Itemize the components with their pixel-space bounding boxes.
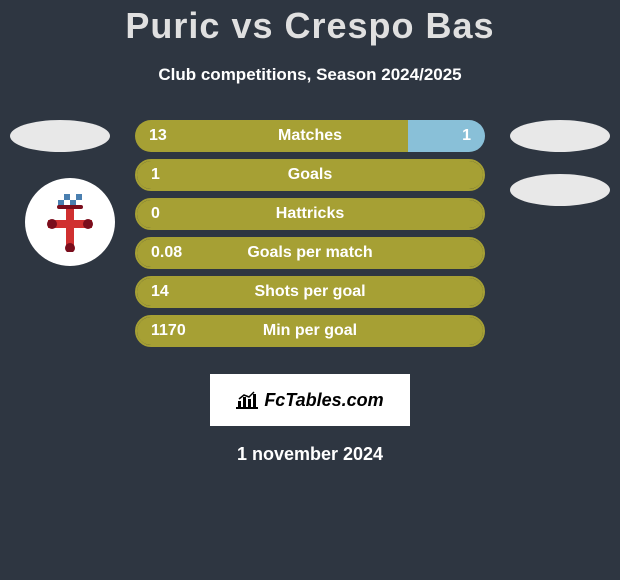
stat-row: 131 Matches — [135, 120, 485, 152]
stat-row: 0.08Goals per match — [135, 237, 485, 269]
chart-icon — [236, 391, 258, 409]
comparison-subtitle: Club competitions, Season 2024/2025 — [158, 65, 461, 85]
stat-row: 14Shots per goal — [135, 276, 485, 308]
stat-right-value: 1 — [408, 120, 485, 152]
stat-label: Hattricks — [276, 205, 344, 223]
player-left-placeholder — [10, 120, 110, 152]
stat-left-value: 13 — [135, 120, 408, 152]
stat-row: 1170Min per goal — [135, 315, 485, 347]
stat-row: 0Hattricks — [135, 198, 485, 230]
fctables-logo[interactable]: FcTables.com — [210, 374, 410, 426]
stat-label: Goals per match — [247, 244, 372, 262]
logo-text: FcTables.com — [264, 390, 383, 411]
stat-label: Matches — [278, 127, 342, 145]
infographic-date: 1 november 2024 — [237, 444, 383, 465]
comparison-title: Puric vs Crespo Bas — [125, 5, 494, 47]
stat-row: 1Goals — [135, 159, 485, 191]
club-right-placeholder — [510, 174, 610, 206]
stats-list: 131 Matches 1Goals 0Hattricks 0.08Goals per … — [135, 113, 485, 354]
stat-label: Goals — [288, 166, 332, 184]
club-crest-icon — [44, 192, 96, 252]
stat-label: Shots per goal — [254, 283, 365, 301]
club-left-badge — [25, 178, 115, 266]
player-right-placeholder — [510, 120, 610, 152]
stat-label: Min per goal — [263, 322, 357, 340]
